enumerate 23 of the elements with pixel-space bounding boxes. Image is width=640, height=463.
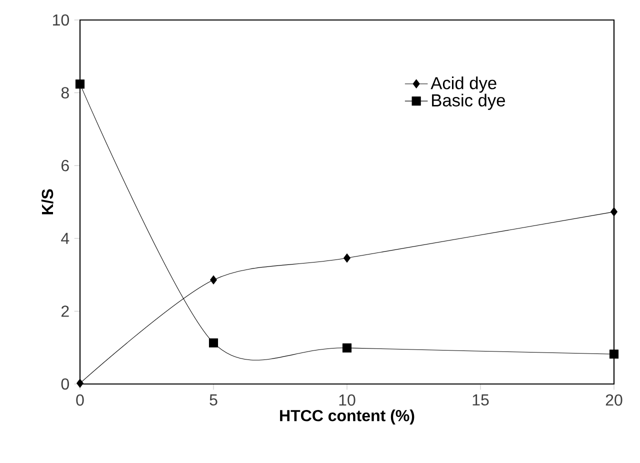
y-tick-label: 8	[61, 87, 69, 98]
x-tick-label: 15	[472, 394, 489, 406]
x-tick-label: 10	[339, 394, 356, 406]
point	[76, 378, 84, 388]
x-tick-label: 5	[210, 394, 218, 406]
point	[210, 275, 217, 284]
point	[610, 207, 618, 216]
y-tick-label: 10	[53, 14, 69, 26]
y-tick-label: 6	[62, 160, 69, 172]
point	[344, 254, 350, 263]
y-tick-label: 2	[62, 306, 69, 317]
point	[609, 350, 619, 359]
point	[75, 80, 85, 89]
y-axis-title: K/S	[41, 189, 54, 214]
legend-label: Basic dye	[432, 94, 505, 110]
x-axis-title: HTCC content (%)	[280, 410, 414, 424]
y-tick-label: 4	[61, 232, 70, 244]
x-tick-label: 0	[76, 394, 84, 406]
y-tick-label: 0	[61, 378, 69, 390]
point	[342, 343, 352, 352]
x-tick-label: 20	[606, 394, 622, 406]
point	[208, 338, 218, 348]
legend-label: Acid dye	[430, 76, 496, 93]
